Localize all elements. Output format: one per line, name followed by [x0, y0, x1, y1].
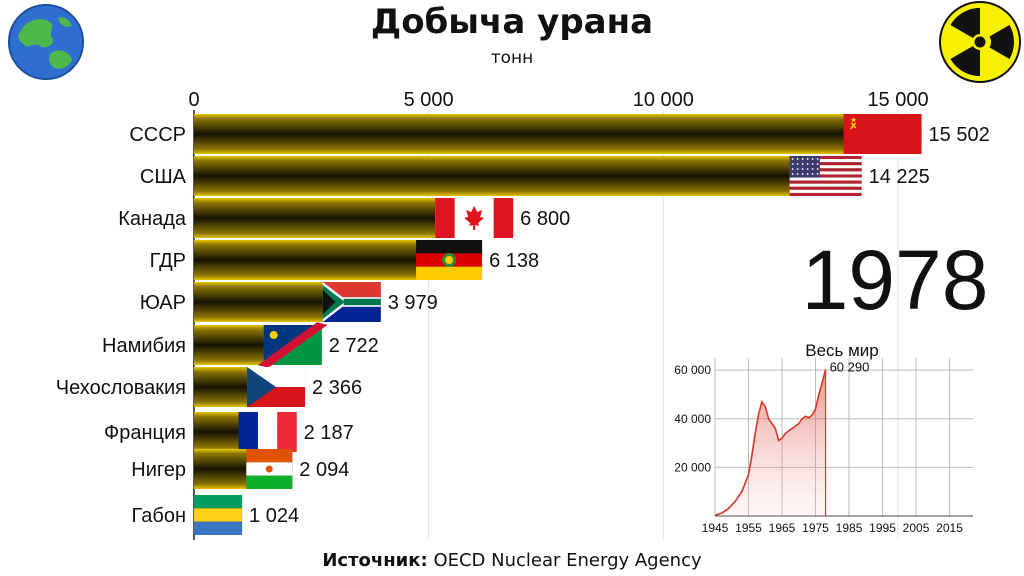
x-tick-label: 1965 [769, 521, 796, 535]
x-tick-label: 5 000 [404, 89, 454, 111]
gabon-flag-icon [194, 495, 243, 535]
category-label: США [140, 166, 187, 188]
source-prefix: Источник: [322, 550, 428, 571]
value-label: 15 502 [929, 124, 990, 146]
ussr-flag-icon [843, 114, 922, 154]
value-label: 2 722 [329, 335, 379, 357]
france-flag-icon [238, 412, 297, 452]
radiation-trefoil-icon [939, 1, 1021, 83]
czechoslovakia-flag-icon [247, 367, 306, 407]
category-label: Габон [132, 505, 186, 527]
category-label: ГДР [150, 250, 186, 272]
x-tick-label: 0 [188, 89, 199, 111]
value-label: 14 225 [869, 166, 930, 188]
category-label: Франция [104, 422, 186, 444]
x-tick-label: 2015 [936, 521, 963, 535]
category-label: СССР [129, 124, 186, 146]
x-tick-label: 1945 [702, 521, 729, 535]
world-chart-title: Весь мир [805, 341, 879, 360]
world-area [715, 369, 826, 516]
y-tick-label: 20 000 [674, 460, 711, 474]
gdr-flag-icon [416, 240, 483, 280]
category-label: Чехословакия [56, 377, 186, 399]
x-tick-label: 1985 [836, 521, 863, 535]
source-text: OECD Nuclear Energy Agency [433, 550, 702, 571]
y-tick-label: 60 000 [674, 363, 711, 377]
category-label: Канада [118, 208, 187, 230]
earth-globe-icon [8, 4, 84, 80]
namibia-flag-icon [257, 322, 328, 368]
value-label: 2 187 [304, 422, 354, 444]
x-tick-label: 1975 [802, 521, 829, 535]
south-africa-flag-icon [322, 282, 381, 322]
value-label: 1 024 [249, 505, 299, 527]
bar-chart: 0 5 000 10 000 15 000 СССР 15 502 США 14 225 Кан… [56, 89, 990, 540]
value-label: 2 094 [299, 459, 349, 481]
usa-flag-icon [789, 156, 862, 196]
value-label: 6 800 [520, 208, 570, 230]
x-tick-label: 10 000 [633, 89, 694, 111]
chart-title: Добыча урана [370, 2, 654, 42]
y-tick-label: 40 000 [674, 412, 711, 426]
value-label: 2 366 [312, 377, 362, 399]
category-label: Нигер [131, 459, 186, 481]
category-label: Намибия [102, 335, 186, 357]
bar [194, 156, 862, 196]
x-tick-label: 2005 [903, 521, 930, 535]
category-label: ЮАР [140, 292, 186, 314]
value-label: 3 979 [388, 292, 438, 314]
x-tick-label: 1995 [869, 521, 896, 535]
world-line [714, 369, 827, 517]
niger-flag-icon [246, 449, 293, 489]
x-tick-label: 15 000 [867, 89, 928, 111]
world-total-chart: Весь мир 1945 1955 1965 1975 1985 1995 2005 2015… [674, 341, 973, 535]
year-label: 1978 [801, 233, 989, 327]
x-tick-label: 1955 [735, 521, 762, 535]
canada-flag-icon [435, 198, 514, 238]
world-total-label: 60 290 [830, 359, 870, 374]
chart-subtitle: тонн [490, 48, 534, 68]
source-line: Источник: OECD Nuclear Energy Agency [0, 550, 1024, 571]
bar [194, 114, 922, 154]
value-label: 6 138 [489, 250, 539, 272]
